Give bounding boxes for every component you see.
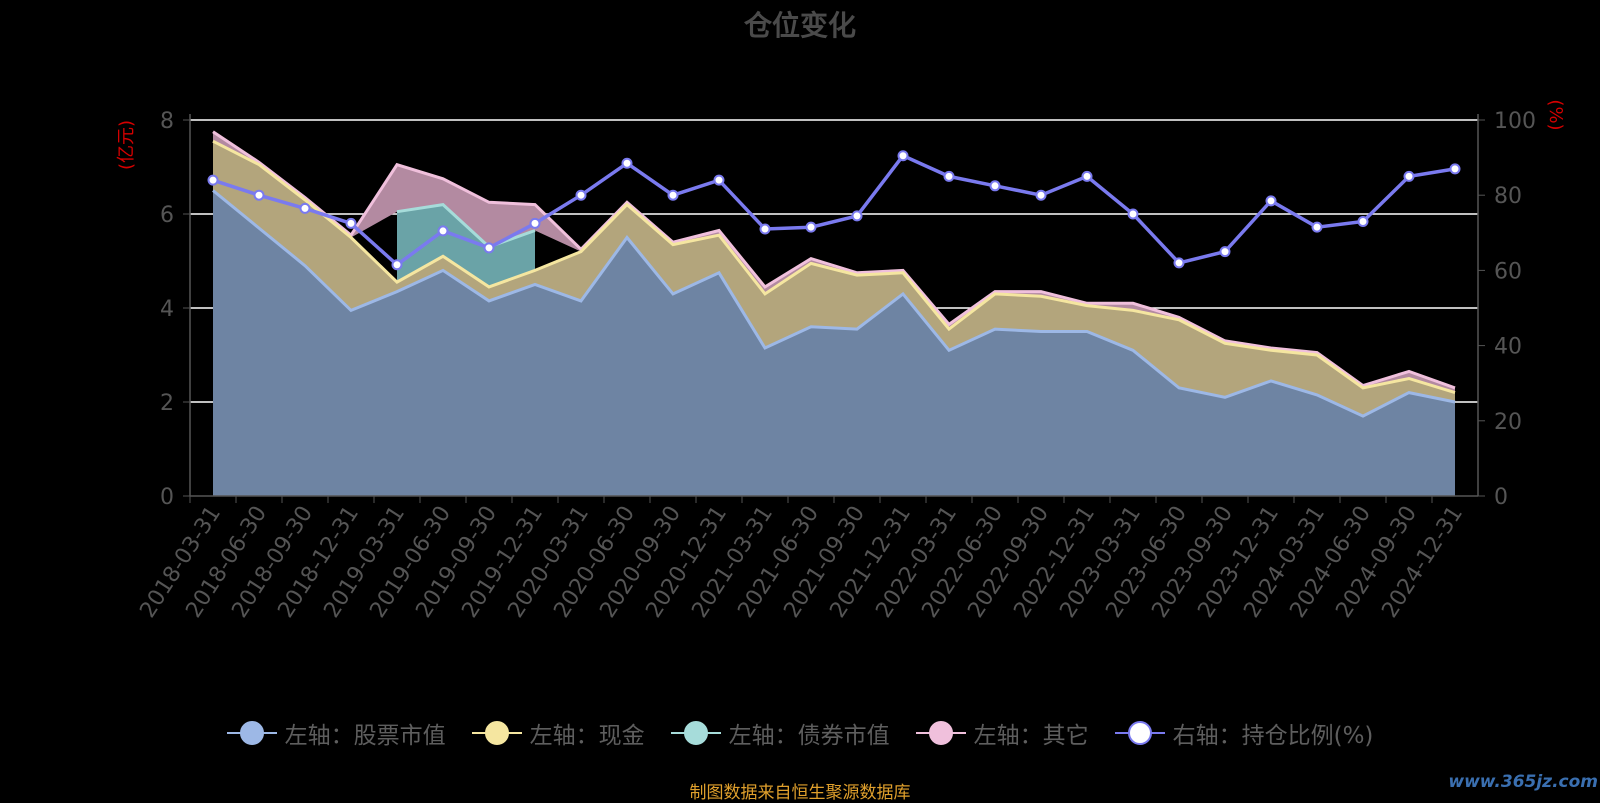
ratio-point: [897, 150, 909, 162]
chart-title: 仓位变化: [743, 9, 856, 42]
left-tick-label: 2: [160, 391, 174, 416]
ratio-line: [207, 150, 1461, 271]
ratio-point: [759, 223, 771, 235]
chart-legend: 左轴：股票市值 左轴：现金 左轴：债券市值 左轴：其它 右轴：持仓比例(%): [0, 716, 1600, 750]
ratio-point: [1357, 216, 1369, 228]
area-edge-line: [212, 139, 1456, 395]
right-tick-label: 100: [1494, 109, 1536, 134]
legend-item[interactable]: 左轴：其它: [915, 716, 1089, 750]
legend-label: 左轴：现金: [529, 723, 645, 749]
area-edge-line: [212, 130, 1456, 390]
ratio-point: [1081, 170, 1093, 182]
area-edge-line: [212, 189, 1456, 418]
ratio-point: [943, 170, 955, 182]
right-tick-label: 60: [1494, 259, 1522, 284]
source-note: 制图数据来自恒生聚源数据库: [689, 783, 911, 803]
ratio-point: [1311, 221, 1323, 233]
ratio-point: [1127, 208, 1139, 220]
ratio-point: [1035, 189, 1047, 201]
right-tick-label: 40: [1494, 335, 1522, 360]
ratio-point: [1265, 195, 1277, 207]
right-tick-label: 0: [1494, 485, 1508, 510]
legend-marker-icon: [915, 720, 966, 746]
right-tick-label: 80: [1494, 184, 1522, 209]
ratio-point: [253, 189, 265, 201]
left-tick-label: 4: [160, 297, 174, 322]
ratio-point: [483, 242, 495, 254]
ratio-point: [805, 221, 817, 233]
ratio-point: [1449, 163, 1461, 175]
left-tick-label: 6: [160, 203, 174, 228]
legend-label: 右轴：持仓比例(%): [1172, 723, 1374, 749]
area-edge-line: [396, 203, 536, 249]
area-fill: [213, 141, 1455, 417]
right-tick-label: 20: [1494, 410, 1522, 435]
ratio-point: [667, 189, 679, 201]
legend-label: 左轴：其它: [973, 723, 1089, 749]
legend-item[interactable]: 左轴：债券市值: [670, 716, 890, 750]
legend-marker-icon: [471, 720, 522, 746]
ratio-point: [621, 157, 633, 169]
legend-item[interactable]: 右轴：持仓比例(%): [1114, 716, 1374, 750]
ratio-point: [299, 202, 311, 214]
legend-marker-icon: [670, 720, 721, 746]
stacked-areas: [212, 130, 1456, 496]
area-fill: [213, 190, 1455, 496]
ratio-point: [345, 217, 357, 229]
ratio-point: [391, 259, 403, 271]
ratio-point: [529, 217, 541, 229]
legend-marker-icon: [226, 720, 277, 746]
ratio-point: [437, 225, 449, 237]
left-axis-title: (亿元): [116, 120, 137, 170]
legend-marker-icon: [1114, 720, 1165, 746]
left-tick-label: 8: [160, 109, 174, 134]
ratio-point: [575, 189, 587, 201]
legend-label: 左轴：债券市值: [728, 723, 890, 749]
left-tick-label: 0: [160, 485, 174, 510]
legend-item[interactable]: 左轴：现金: [471, 716, 645, 750]
ratio-line-path: [212, 153, 1456, 268]
ratio-point: [1219, 246, 1231, 258]
watermark: www.365jz.com: [1448, 772, 1598, 792]
ratio-point: [1173, 257, 1185, 269]
area-fill: [397, 204, 535, 287]
right-axis-title: (%): [1545, 99, 1566, 130]
legend-label: 左轴：股票市值: [284, 723, 446, 749]
ratio-point: [851, 210, 863, 222]
ratio-point: [207, 174, 219, 186]
ratio-point: [989, 180, 1001, 192]
legend-item[interactable]: 左轴：股票市值: [226, 716, 446, 750]
ratio-point: [713, 174, 725, 186]
ratio-point: [1403, 170, 1415, 182]
